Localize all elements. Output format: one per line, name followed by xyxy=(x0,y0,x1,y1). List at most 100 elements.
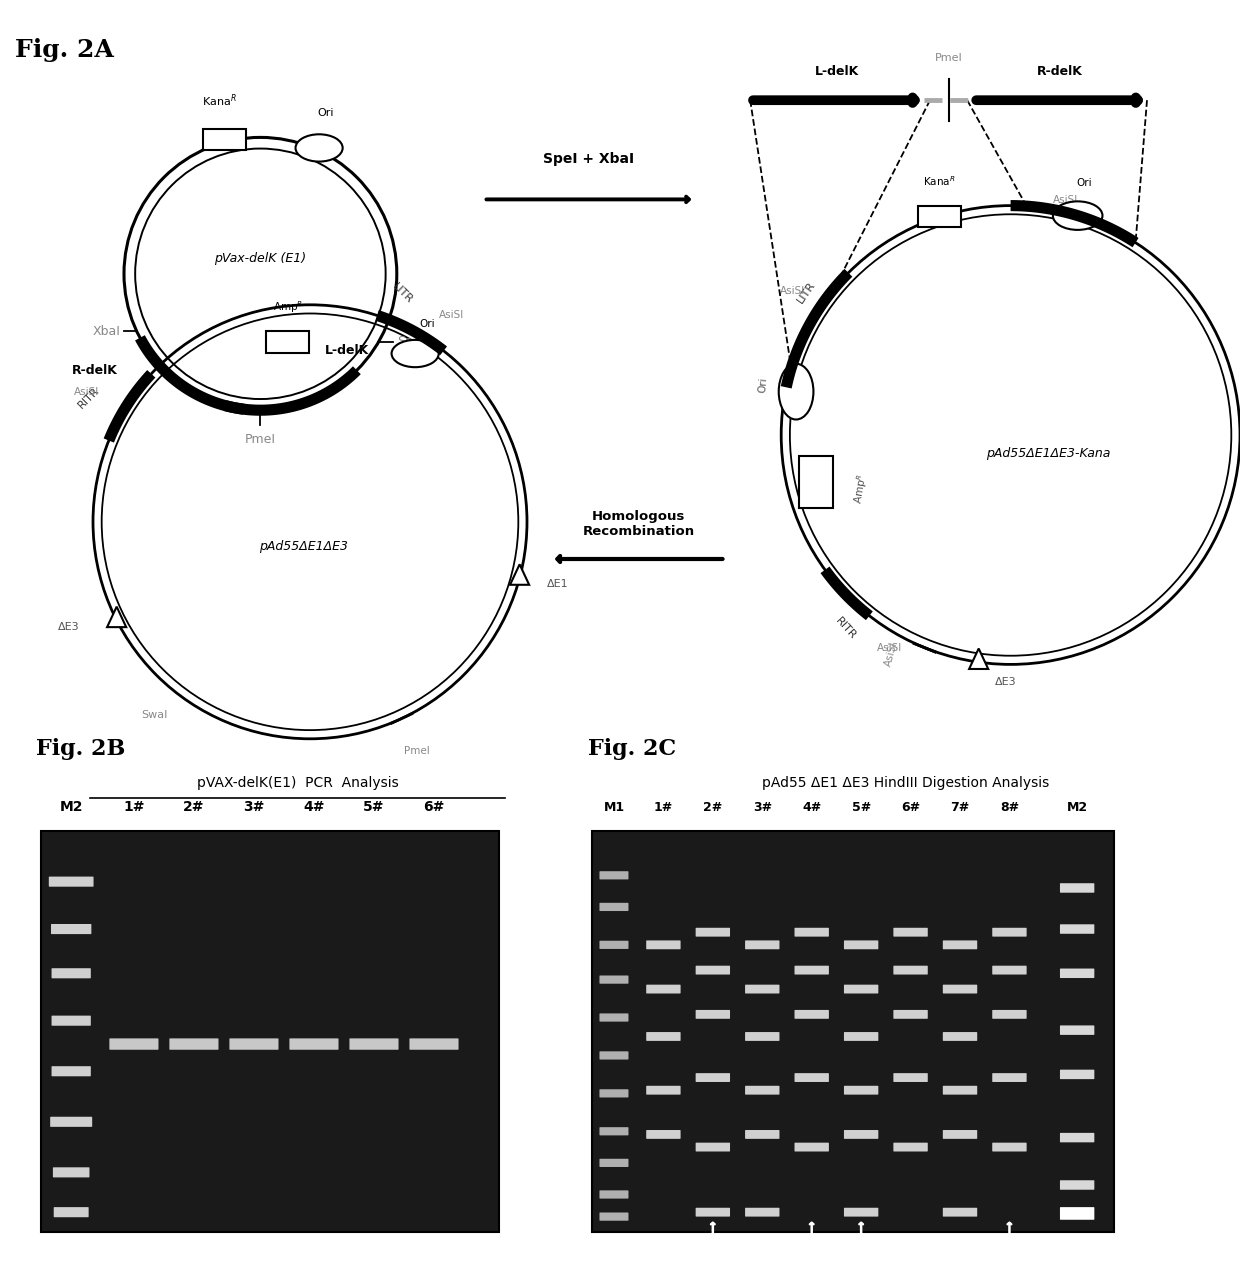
FancyBboxPatch shape xyxy=(745,1086,780,1095)
FancyBboxPatch shape xyxy=(795,966,828,975)
FancyBboxPatch shape xyxy=(844,1086,878,1095)
Text: Homologous
Recombination: Homologous Recombination xyxy=(583,509,694,538)
FancyBboxPatch shape xyxy=(109,1039,159,1049)
FancyBboxPatch shape xyxy=(646,1031,681,1042)
Text: M2: M2 xyxy=(60,800,83,814)
Text: pAd55ΔE1ΔE3: pAd55ΔE1ΔE3 xyxy=(259,540,348,554)
Text: Kana$^R$: Kana$^R$ xyxy=(202,92,237,109)
FancyBboxPatch shape xyxy=(48,877,93,887)
FancyBboxPatch shape xyxy=(992,966,1027,975)
FancyBboxPatch shape xyxy=(745,985,780,994)
Polygon shape xyxy=(970,648,988,669)
Text: SpeI + XbaI: SpeI + XbaI xyxy=(543,152,635,166)
FancyBboxPatch shape xyxy=(696,966,730,975)
FancyBboxPatch shape xyxy=(53,1207,88,1217)
FancyBboxPatch shape xyxy=(696,1073,730,1082)
Text: 2#: 2# xyxy=(184,800,205,814)
Text: Ori: Ori xyxy=(419,319,435,329)
FancyBboxPatch shape xyxy=(992,1073,1027,1082)
Text: pVAX-delK(E1)  PCR  Analysis: pVAX-delK(E1) PCR Analysis xyxy=(197,776,398,790)
Text: AsiSI: AsiSI xyxy=(884,641,900,667)
FancyBboxPatch shape xyxy=(53,1168,89,1178)
FancyBboxPatch shape xyxy=(844,1130,878,1139)
Text: Ori: Ori xyxy=(758,377,769,393)
Text: pAd55 ΔE1 ΔE3 HindIII Digestion Analysis: pAd55 ΔE1 ΔE3 HindIII Digestion Analysis xyxy=(761,776,1049,790)
Text: ΔE3: ΔE3 xyxy=(996,678,1017,688)
FancyBboxPatch shape xyxy=(844,1031,878,1042)
FancyBboxPatch shape xyxy=(893,928,928,937)
FancyBboxPatch shape xyxy=(795,1010,828,1019)
FancyBboxPatch shape xyxy=(696,1143,730,1152)
FancyBboxPatch shape xyxy=(844,940,878,949)
Text: RITR: RITR xyxy=(77,386,102,411)
FancyBboxPatch shape xyxy=(844,1208,878,1216)
Text: Fig. 2C: Fig. 2C xyxy=(588,738,676,760)
FancyBboxPatch shape xyxy=(795,1143,828,1152)
FancyBboxPatch shape xyxy=(599,1159,629,1167)
Ellipse shape xyxy=(779,364,813,420)
FancyBboxPatch shape xyxy=(918,206,961,228)
FancyBboxPatch shape xyxy=(52,968,91,978)
FancyBboxPatch shape xyxy=(992,928,1027,937)
Text: R-delK: R-delK xyxy=(72,364,118,377)
FancyBboxPatch shape xyxy=(795,1073,828,1082)
Polygon shape xyxy=(107,607,126,627)
FancyBboxPatch shape xyxy=(267,331,310,353)
FancyBboxPatch shape xyxy=(170,1039,218,1049)
FancyBboxPatch shape xyxy=(599,1052,629,1059)
FancyBboxPatch shape xyxy=(696,1010,730,1019)
Text: AsiSI: AsiSI xyxy=(1053,195,1078,205)
FancyBboxPatch shape xyxy=(992,1010,1027,1019)
FancyBboxPatch shape xyxy=(646,985,681,994)
FancyBboxPatch shape xyxy=(799,456,833,508)
FancyBboxPatch shape xyxy=(942,985,977,994)
Text: LITR: LITR xyxy=(796,279,817,305)
FancyBboxPatch shape xyxy=(893,1073,928,1082)
FancyBboxPatch shape xyxy=(844,985,878,994)
Text: Fig. 2B: Fig. 2B xyxy=(36,738,125,760)
Ellipse shape xyxy=(392,340,439,367)
Text: Amp$^R$: Amp$^R$ xyxy=(851,471,872,504)
Text: 2#: 2# xyxy=(703,801,723,814)
Text: PmeI: PmeI xyxy=(246,432,277,445)
Text: 1#: 1# xyxy=(653,801,673,814)
FancyBboxPatch shape xyxy=(289,1039,339,1049)
Text: 7#: 7# xyxy=(950,801,970,814)
FancyBboxPatch shape xyxy=(1060,1069,1095,1079)
FancyBboxPatch shape xyxy=(599,1014,629,1021)
FancyBboxPatch shape xyxy=(599,1090,629,1097)
FancyBboxPatch shape xyxy=(50,1117,92,1127)
Text: AsiSI: AsiSI xyxy=(780,286,805,296)
Text: 1#: 1# xyxy=(123,800,145,814)
FancyBboxPatch shape xyxy=(229,1039,279,1049)
Text: L-delK: L-delK xyxy=(815,64,859,78)
Text: 8#: 8# xyxy=(999,801,1019,814)
Text: 6#: 6# xyxy=(901,801,920,814)
FancyBboxPatch shape xyxy=(1060,968,1095,978)
Text: AsiSI: AsiSI xyxy=(73,387,99,397)
FancyBboxPatch shape xyxy=(51,924,92,934)
Text: AsiSI: AsiSI xyxy=(877,642,903,652)
Text: ΔE1: ΔE1 xyxy=(547,579,568,589)
FancyBboxPatch shape xyxy=(350,1039,398,1049)
Text: Amp$^R$: Amp$^R$ xyxy=(273,298,303,315)
FancyBboxPatch shape xyxy=(893,1010,928,1019)
FancyBboxPatch shape xyxy=(745,1130,780,1139)
FancyBboxPatch shape xyxy=(203,129,247,150)
FancyBboxPatch shape xyxy=(942,940,977,949)
FancyBboxPatch shape xyxy=(599,902,629,911)
Text: SpeI: SpeI xyxy=(397,335,424,349)
FancyBboxPatch shape xyxy=(1060,1025,1095,1035)
FancyBboxPatch shape xyxy=(696,1208,730,1216)
FancyBboxPatch shape xyxy=(646,940,681,949)
Text: 4#: 4# xyxy=(802,801,821,814)
Text: ΔE3: ΔE3 xyxy=(58,622,79,632)
Text: SwaI: SwaI xyxy=(141,710,167,720)
FancyBboxPatch shape xyxy=(745,940,780,949)
FancyBboxPatch shape xyxy=(599,871,629,880)
Text: 5#: 5# xyxy=(363,800,384,814)
Text: Kana$^R$: Kana$^R$ xyxy=(924,174,956,188)
FancyBboxPatch shape xyxy=(1060,1207,1095,1220)
Polygon shape xyxy=(510,564,529,585)
FancyBboxPatch shape xyxy=(52,1016,91,1026)
